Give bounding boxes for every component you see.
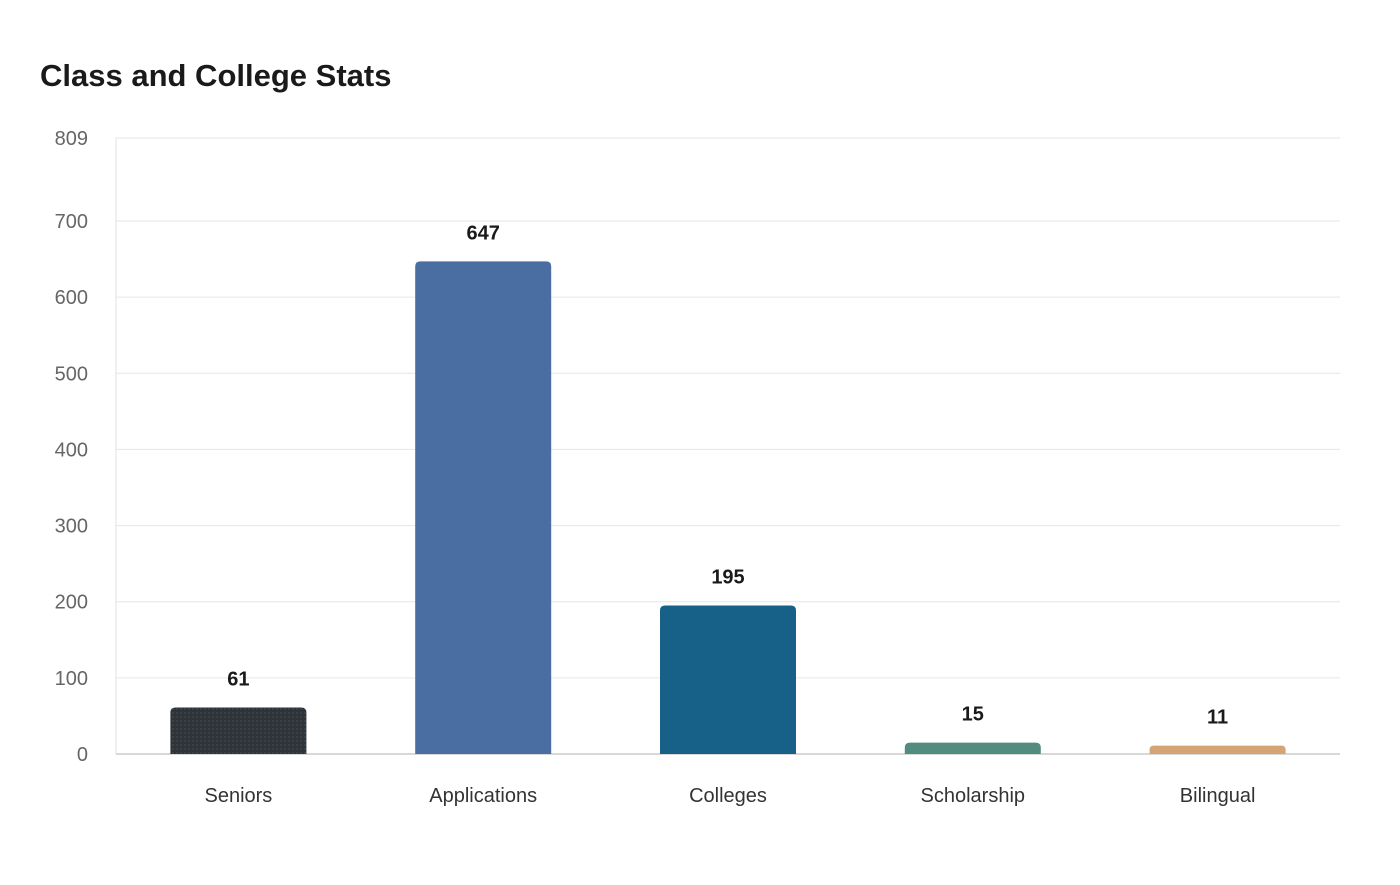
- category-label-colleges: Colleges: [689, 785, 767, 807]
- bars: [170, 261, 1286, 754]
- data-labels: 61 647 195 15 11: [227, 222, 1228, 728]
- chart-title: Class and College Stats: [40, 58, 392, 93]
- y-tick-label: 600: [55, 287, 88, 309]
- data-label-seniors: 61: [227, 669, 249, 691]
- category-label-bilingual: Bilingual: [1180, 785, 1256, 807]
- y-tick-label: 200: [55, 592, 88, 614]
- y-tick-labels: 0 100 200 300 400 500 600 700 809: [55, 128, 88, 766]
- data-label-colleges: 195: [711, 567, 744, 589]
- y-tick-label: 0: [77, 744, 88, 766]
- category-label-applications: Applications: [429, 785, 537, 807]
- y-tick-label: 100: [55, 668, 88, 690]
- category-label-scholarship: Scholarship: [921, 785, 1026, 807]
- bar-colleges: [660, 605, 796, 754]
- y-tick-label: 700: [55, 211, 88, 233]
- category-labels: Seniors Applications Colleges Scholarship Bi…: [204, 785, 1255, 807]
- bar-applications: [415, 261, 552, 754]
- y-tick-label: 400: [55, 439, 88, 461]
- bar-bilingual: [1149, 745, 1286, 754]
- bar-seniors: [170, 707, 307, 754]
- data-label-bilingual: 11: [1207, 707, 1228, 729]
- y-tick-label: 500: [55, 363, 88, 385]
- y-tick-label: 300: [55, 516, 88, 538]
- data-label-applications: 647: [467, 222, 500, 244]
- category-label-seniors: Seniors: [204, 785, 272, 807]
- data-label-scholarship: 15: [962, 704, 984, 726]
- gridlines: [116, 137, 1340, 679]
- bar-scholarship: [904, 742, 1041, 754]
- y-tick-label: 809: [55, 128, 88, 150]
